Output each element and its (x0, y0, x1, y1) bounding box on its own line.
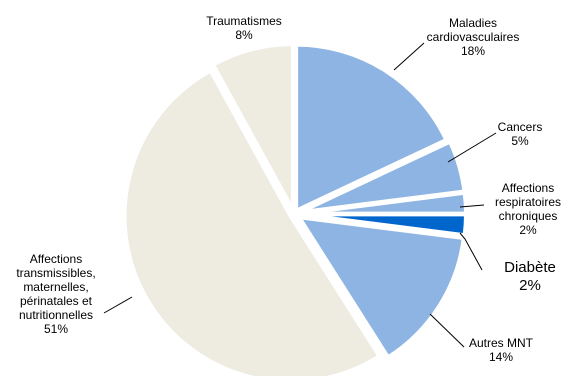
slice-labels: Maladies cardiovasculaires 18% Cancers 5% Aff… (16, 14, 561, 364)
slice-label-line: cardiovasculaires (427, 30, 520, 44)
leader-lines (103, 42, 497, 348)
slice-label-line: Traumatismes (206, 14, 282, 28)
slice-label-traumatismes: Traumatismes 8% (206, 14, 282, 42)
pie-slice-traumatismes (211, 42, 296, 213)
pie-slice-maladies (294, 42, 449, 213)
pie-slice-diabete (297, 212, 468, 238)
slice-label-line: 2% (519, 223, 537, 237)
leader-line-affections (459, 204, 485, 208)
slice-label-line: transmissibles, (16, 266, 95, 280)
slice-label-maladies: Maladies cardiovasculaires 18% (427, 16, 520, 58)
leader-line-cancers (447, 132, 497, 163)
leader-line-affections (103, 296, 133, 314)
slice-label-line: 18% (461, 44, 485, 58)
slice-label-line: Affections (502, 181, 554, 195)
slice-label-line: nutritionnelles (19, 308, 93, 322)
slice-label-line: périnatales et (20, 294, 93, 308)
slice-label-line: 51% (44, 322, 68, 336)
slice-label-line: 2% (519, 277, 541, 294)
slice-label-affections: Affections respiratoires chroniques 2% (495, 181, 561, 237)
leader-line-diabete (459, 232, 483, 271)
leader-line-autres-mnt (429, 313, 465, 348)
leader-line-maladies (393, 42, 425, 71)
slice-label-line: respiratoires (495, 195, 561, 209)
slice-label-line: Diabète (504, 259, 556, 276)
slice-label-line: 14% (489, 350, 513, 364)
slice-label-line: Affections (30, 252, 82, 266)
pie-slices (122, 42, 468, 376)
pie-slice-affections (122, 68, 382, 376)
slice-label-affections: Affections transmissibles, maternelles, pér… (16, 252, 95, 336)
slice-label-diabete: Diabète 2% (504, 259, 556, 294)
slice-label-line: Maladies (449, 16, 497, 30)
slice-label-line: 8% (235, 28, 253, 42)
slice-label-line: chroniques (499, 209, 558, 223)
slice-label-cancers: Cancers 5% (498, 120, 543, 148)
slice-label-line: 5% (511, 134, 529, 148)
slice-label-line: Cancers (498, 120, 543, 134)
slice-label-line: Autres MNT (469, 336, 534, 350)
pie-slice-autres-mnt (297, 215, 466, 360)
slice-label-line: maternelles, (23, 280, 88, 294)
slice-label-autres-mnt: Autres MNT 14% (469, 336, 534, 364)
